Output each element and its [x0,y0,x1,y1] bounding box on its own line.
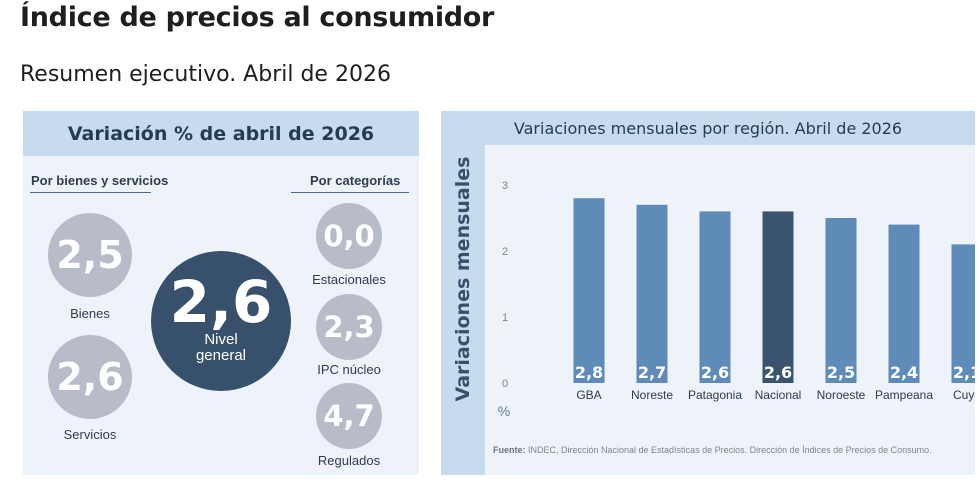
chart-header: Variaciones mensuales por región. Abril … [441,111,975,145]
estacionales-label: Estacionales [312,272,386,287]
summary-panel: Variación % de abril de 2026 Por bienes … [23,111,419,475]
page-title: Índice de precios al consumidor [20,2,495,33]
servicios-value: 2,6 [56,355,124,399]
y-axis-label-area: Variaciones mensuales [441,145,485,475]
section-label-bienes-servicios: Por bienes y servicios [31,173,169,188]
summary-header: Variación % de abril de 2026 [23,111,419,156]
nucleo-circle: 2,3 [316,294,382,360]
x-tick-label: Patagonia [688,388,742,402]
x-tick-label: Cuyo [953,388,975,402]
x-tick-label: Noroeste [817,388,866,402]
regulados-circle: 4,7 [316,383,382,449]
bienes-label: Bienes [70,306,110,321]
bar-value-label: 2,4 [890,363,918,382]
bar-value-label: 2,6 [764,363,792,382]
nucleo-label: IPC núcleo [317,362,381,377]
x-tick-label: Noreste [631,388,673,402]
bar-chart: 0 1 2 3% 2,8 GBA 2,7 Noreste 2,6 Patagonia 2,6 Naci… [498,180,979,419]
y-tick-label: 1 [502,312,508,324]
y-tick-label: 3 [502,180,508,192]
nivel-general-label-2: general [195,347,247,364]
bienes-value: 2,5 [56,233,124,277]
chart-title: Variaciones mensuales por región. Abril … [513,118,903,138]
y-axis-label: Variaciones mensuales [452,157,474,402]
plot-area: 0 1 2 3% 2,8 GBA 2,7 Noreste 2,6 Patagonia 2,6 Naci… [485,145,979,475]
bar-cuyo [951,244,979,383]
regulados-label: Regulados [317,453,381,468]
section-divider [291,192,409,193]
estacionales-circle: 0,0 [316,203,382,269]
bar-value-label: 2,7 [638,363,666,382]
nucleo-value: 2,3 [323,310,375,344]
bar-value-label: 2,6 [701,363,729,382]
nivel-general-circle: 2,6 Nivel general [151,251,291,391]
x-tick-label: Pampeana [875,388,933,402]
nivel-general-label-1: Nivel [204,331,238,348]
bar-noreste [636,204,668,383]
source-text: INDEC, Dirección Nacional de Estadística… [525,445,932,455]
bar-nacional [762,211,794,383]
bar-gba [573,198,605,383]
y-tick-label: 0 [502,378,508,390]
source-note: Fuente: INDEC, Dirección Nacional de Est… [493,445,932,455]
bar-patagonia [699,211,731,383]
servicios-circle: 2,6 [48,335,132,419]
section-divider [30,192,151,193]
bar-value-label: 2,1 [953,363,975,382]
summary-heading: Variación % de abril de 2026 [67,122,375,145]
bar-noroeste [825,218,857,383]
x-tick-label: Nacional [755,388,802,402]
y-unit-label: % [498,403,510,419]
page-subtitle: Resumen ejecutivo. Abril de 2026 [20,62,391,87]
nivel-general-value: 2,6 [169,268,273,336]
section-label-categorias: Por categorías [310,173,401,188]
y-tick-label: 2 [502,246,508,258]
x-tick-label: GBA [576,388,601,402]
estacionales-value: 0,0 [323,219,375,253]
source-prefix: Fuente: [493,445,526,455]
bienes-circle: 2,5 [48,213,132,297]
bar-value-label: 2,8 [575,363,603,382]
chart-panel: Variaciones mensuales por región. Abril … [441,111,979,475]
servicios-label: Servicios [63,427,117,442]
bar-value-label: 2,5 [827,363,855,382]
bar-pampeana [888,224,920,383]
regulados-value: 4,7 [323,399,375,433]
